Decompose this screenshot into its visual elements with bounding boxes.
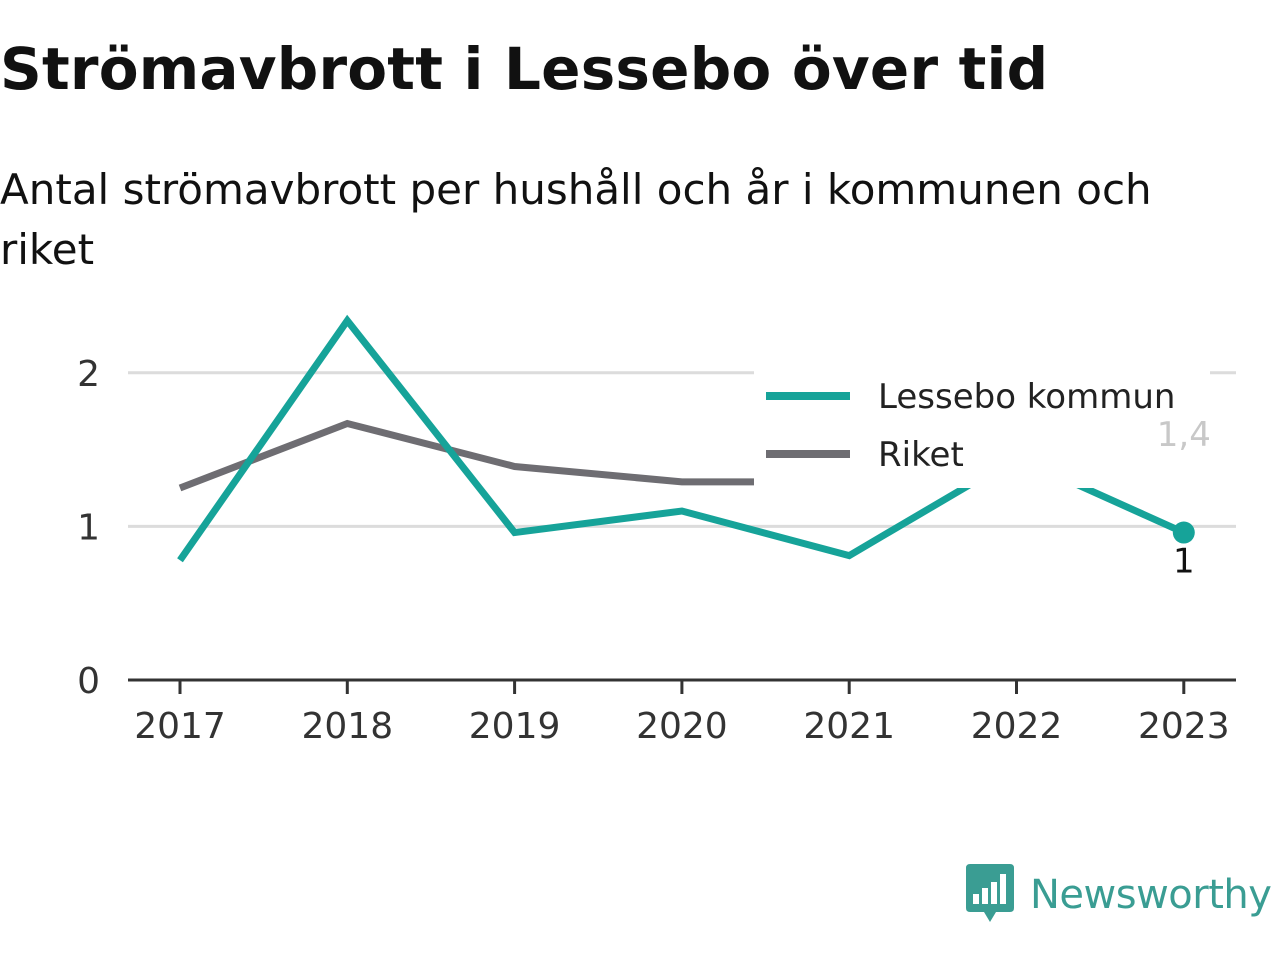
legend-label-lessebo-kommun: Lessebo kommun <box>878 377 1175 417</box>
legend: Lessebo kommun Riket <box>754 366 1210 488</box>
x-tick-label-2018: 2018 <box>301 706 393 747</box>
y-tick-label-0: 0 <box>77 661 100 702</box>
x-tick-label-2019: 2019 <box>469 706 561 747</box>
legend-background <box>754 366 1210 488</box>
axes: 0 1 2 2017 2018 2019 2020 2021 2022 2023 <box>77 354 1236 747</box>
x-tick-label-2022: 2022 <box>971 706 1063 747</box>
newsworthy-brand: Newsworthy <box>964 864 1272 926</box>
end-labels: 11,4 <box>1157 415 1211 582</box>
brand-name: Newsworthy <box>1030 872 1272 918</box>
x-tick-label-2020: 2020 <box>636 706 728 747</box>
y-tick-label-1: 1 <box>77 507 100 548</box>
series-end-point-lessebo-kommun <box>1172 521 1195 544</box>
x-tick-label-2023: 2023 <box>1138 706 1230 747</box>
legend-label-riket: Riket <box>878 435 964 475</box>
end-label-lessebo-kommun: 1 <box>1173 542 1195 582</box>
y-tick-label-2: 2 <box>77 354 100 395</box>
end-label-riket: 1,4 <box>1157 415 1211 455</box>
x-tick-label-2021: 2021 <box>803 706 895 747</box>
chart-title: Strömavbrott i Lessebo över tid <box>0 35 1049 103</box>
x-tick-label-2017: 2017 <box>134 706 226 747</box>
newsworthy-chart-bubble-icon <box>966 864 1014 922</box>
chart-subtitle: Antal strömavbrott per hushåll och år i … <box>0 165 1152 274</box>
